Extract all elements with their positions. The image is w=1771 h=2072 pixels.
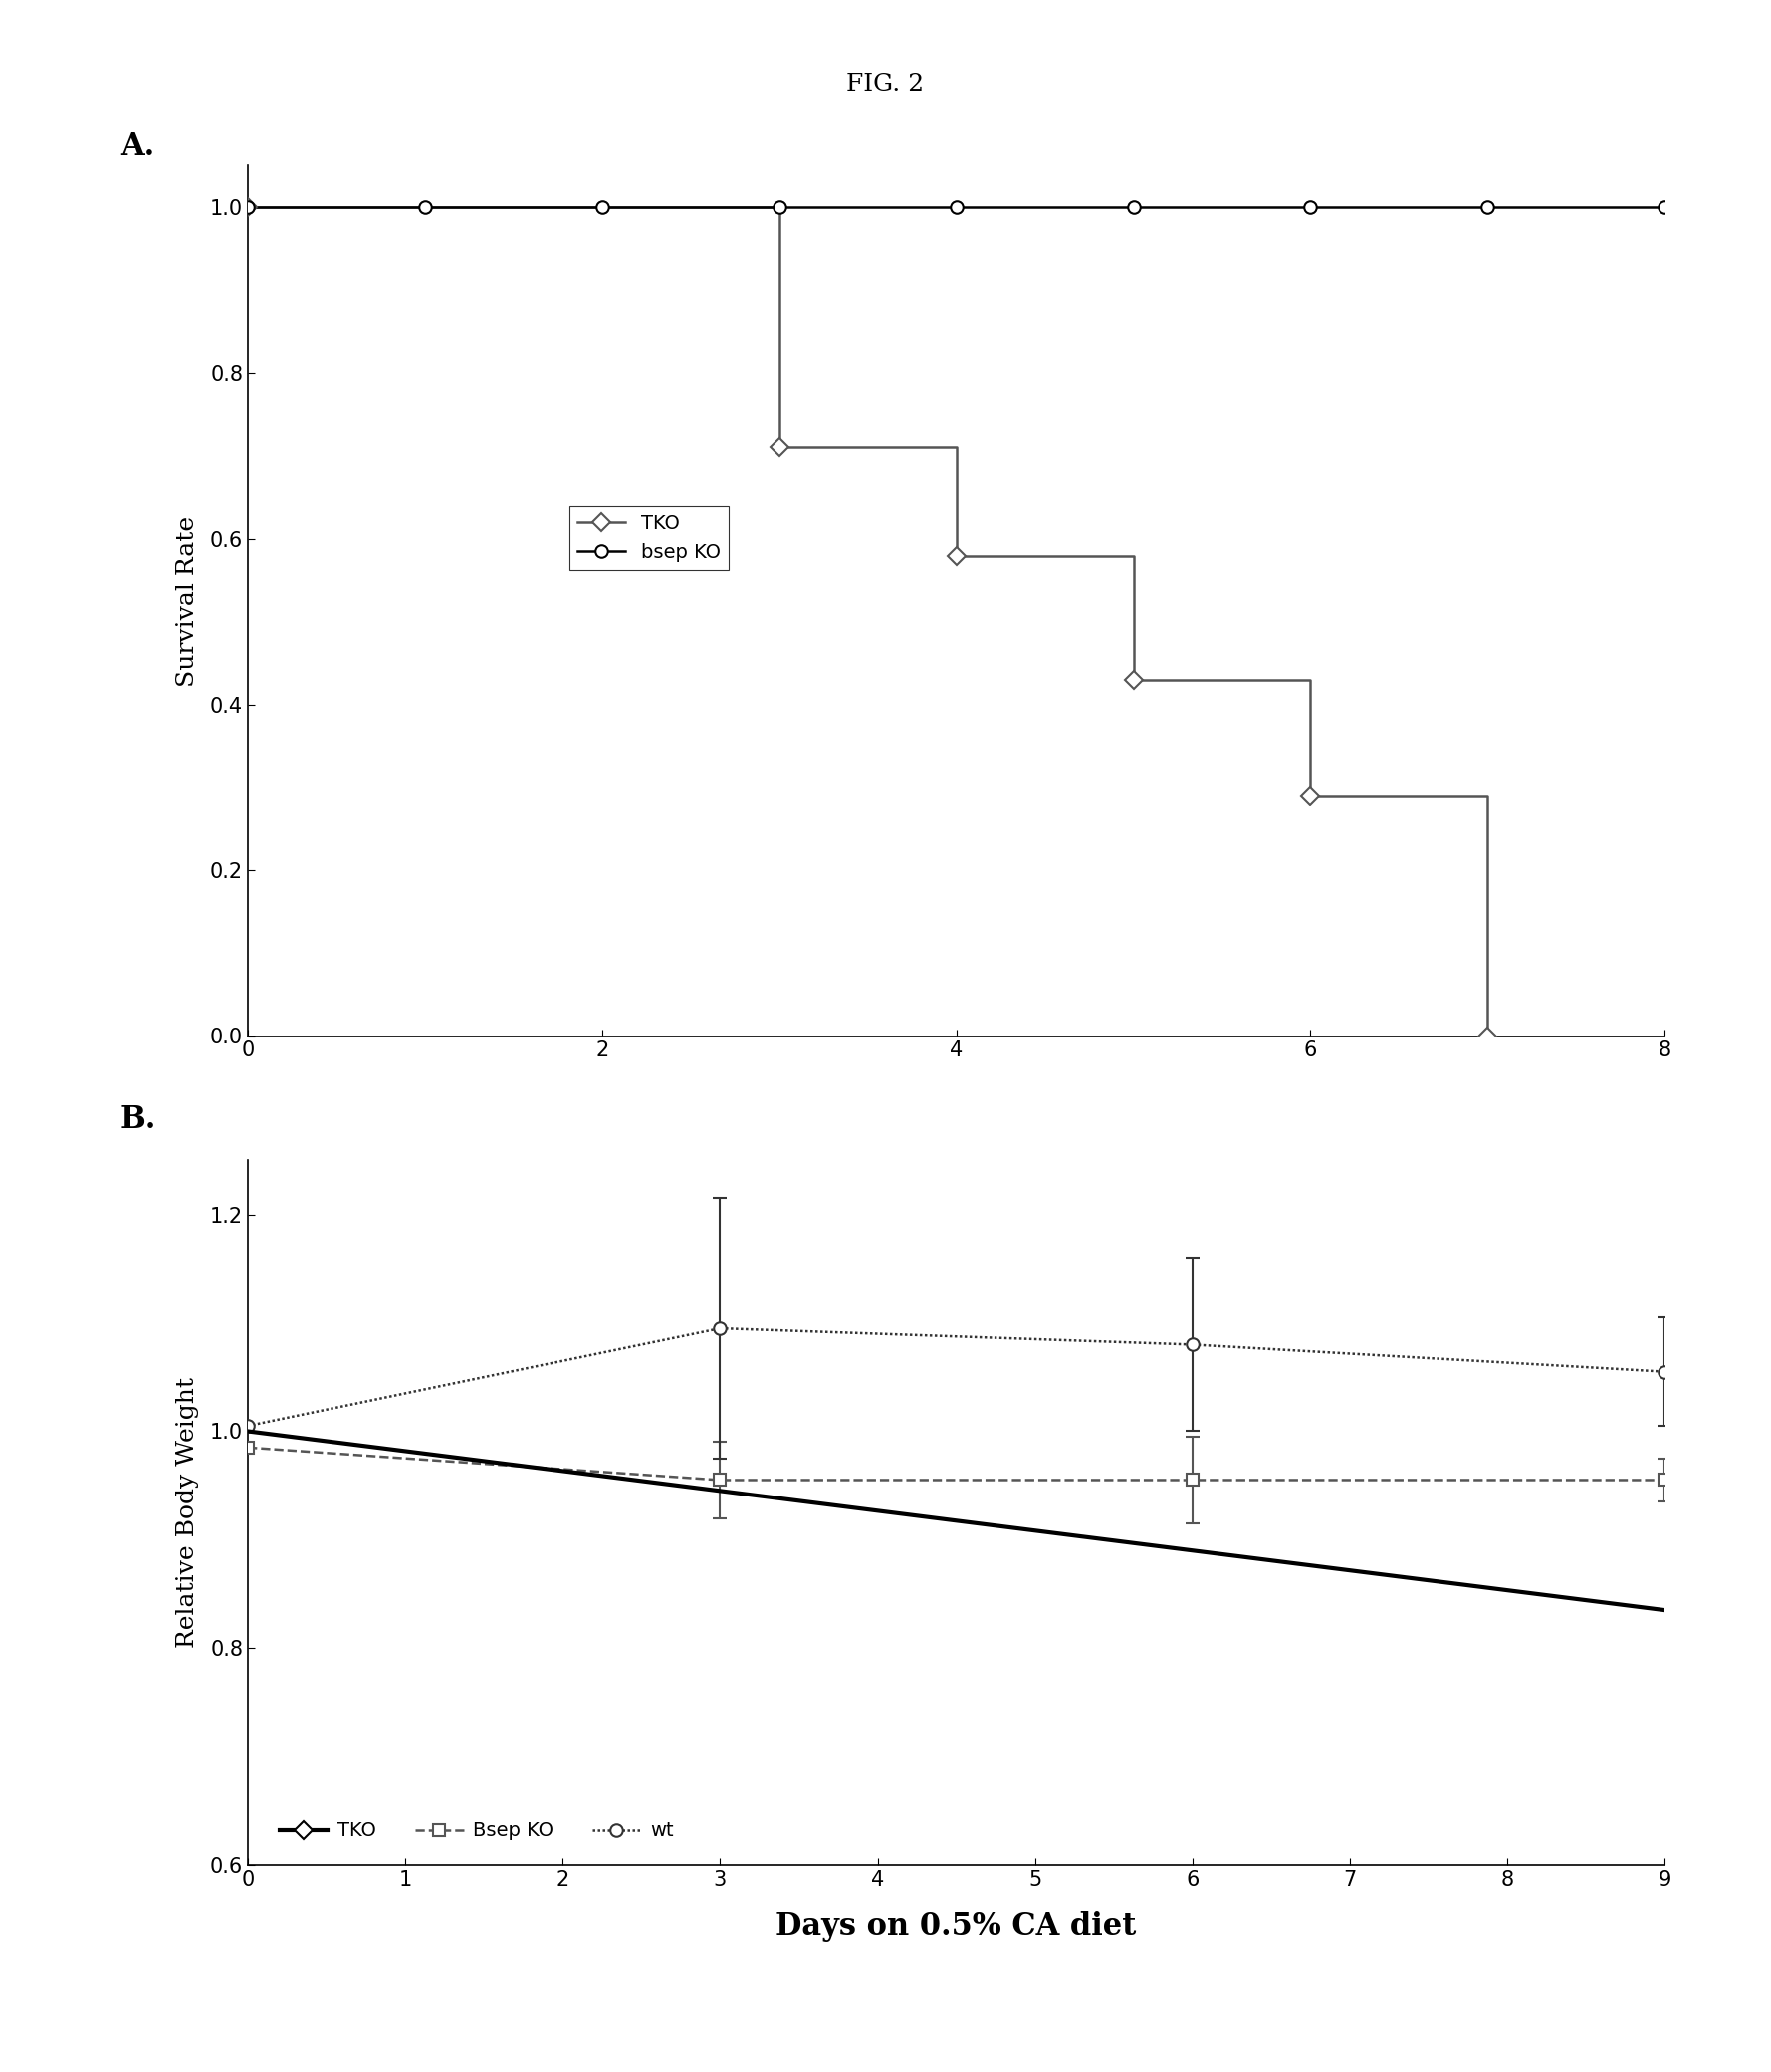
Text: A.: A. <box>120 131 154 162</box>
X-axis label: Days on 0.5% CA diet: Days on 0.5% CA diet <box>776 1910 1137 1941</box>
Y-axis label: Relative Body Weight: Relative Body Weight <box>175 1378 198 1647</box>
Text: FIG. 2: FIG. 2 <box>847 73 924 95</box>
Y-axis label: Survival Rate: Survival Rate <box>175 516 198 686</box>
Legend: TKO, bsep KO: TKO, bsep KO <box>568 506 728 570</box>
Text: B.: B. <box>120 1104 156 1135</box>
Legend: TKO, Bsep KO, wt: TKO, Bsep KO, wt <box>271 1813 682 1848</box>
